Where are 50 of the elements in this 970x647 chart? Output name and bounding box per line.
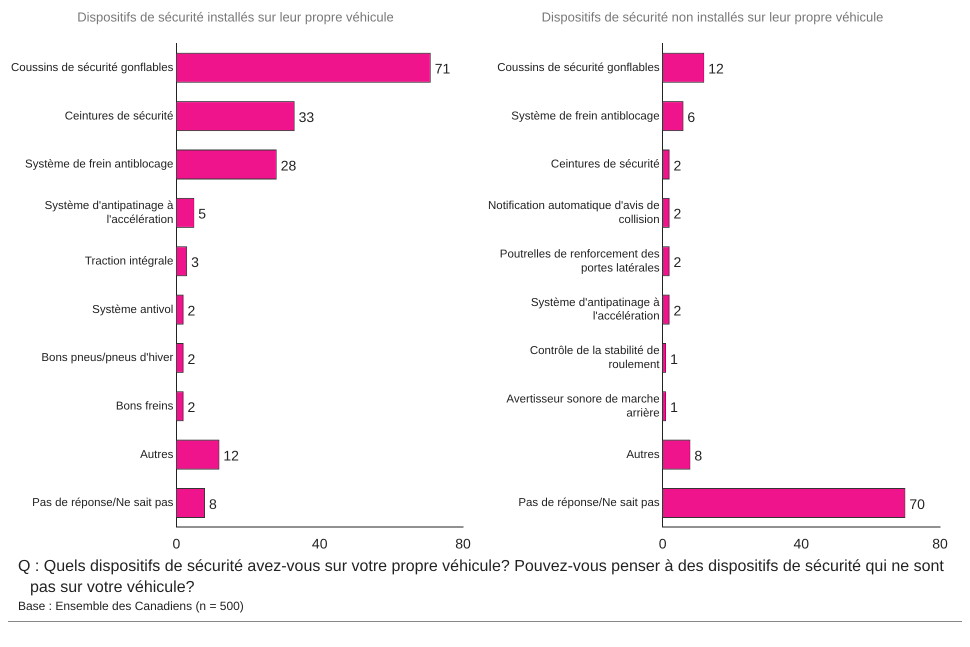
y-tick-label: Système de frein antiblocage xyxy=(511,110,660,122)
data-label: 2 xyxy=(188,302,196,318)
y-tick-label: Notification automatique d'avis de collision xyxy=(488,200,660,226)
data-label: 1 xyxy=(670,399,678,416)
y-tick-label: Autres xyxy=(140,448,174,461)
y-tick-label: Poutrelles de renforcement des portes latérales xyxy=(500,248,660,274)
y-tick-label: Système antivol xyxy=(92,304,174,316)
y-tick-label: Coussins de sécurité gonflables xyxy=(10,62,174,74)
y-tick-label: Coussins de sécurité gonflables xyxy=(497,62,660,74)
data-label: 8 xyxy=(209,496,218,512)
chart-title: Dispositifs de sécurité non installés sur leur propre véhicule xyxy=(542,9,884,24)
y-tick-label: Bons pneus/pneus d'hiver xyxy=(41,352,174,364)
text: Base : Ensemble des Canadiens (n = 500) xyxy=(18,598,245,615)
x-tick-label: 80 xyxy=(932,535,948,552)
text: Q : Quels dispositifs de sécurité avez-vous sur votre propre véhicule? Pouvez-vous penser à des dispositifs de sécurité qui ne sont pas sur votre véhicule? xyxy=(18,557,945,598)
data-label: 2 xyxy=(188,350,196,367)
x-tick-label: 40 xyxy=(794,535,810,552)
data-label: 8 xyxy=(694,448,702,464)
data-label: 2 xyxy=(188,399,196,416)
data-label: 2 xyxy=(674,254,682,270)
chart-title: Dispositifs de sécurité installés sur leur propre véhicule xyxy=(77,9,394,24)
data-label: 12 xyxy=(708,60,724,77)
data-label: 6 xyxy=(687,109,696,125)
data-label: 2 xyxy=(674,157,682,174)
y-tick-label: Contrôle de la stabilité de roulement xyxy=(530,345,660,372)
y-tick-label: Autres xyxy=(626,448,660,461)
y-tick-label: Système d'antipatinage à l'accélération xyxy=(530,296,660,323)
x-tick-label: 0 xyxy=(658,535,667,552)
y-tick-label: Bons freins xyxy=(116,400,174,412)
data-label: 12 xyxy=(223,448,240,464)
y-tick-label: Pas de réponse/Ne sait pas xyxy=(32,497,174,510)
data-label: 70 xyxy=(909,496,926,512)
data-label: 1 xyxy=(670,350,678,367)
y-tick-label: Ceintures de sécurité xyxy=(550,158,660,171)
y-tick-label: Pas de réponse/Ne sait pas xyxy=(518,497,660,510)
data-label: 5 xyxy=(198,206,206,222)
data-label: 3 xyxy=(191,254,200,270)
data-label: 28 xyxy=(280,157,296,174)
data-label: 2 xyxy=(674,302,682,318)
x-tick-label: 40 xyxy=(312,535,328,552)
y-tick-label: Traction intégrale xyxy=(84,255,174,268)
y-tick-label: Avertisseur sonore de marche arrière xyxy=(506,394,660,420)
y-tick-label: Ceintures de sécurité xyxy=(64,110,174,122)
y-tick-label: Système de frein antiblocage xyxy=(25,158,174,171)
x-tick-label: 80 xyxy=(455,535,471,552)
x-tick-label: 0 xyxy=(172,535,180,552)
data-label: 71 xyxy=(434,60,451,77)
data-label: 2 xyxy=(674,206,682,222)
y-tick-label: Système d'antipatinage à l'accélération xyxy=(44,200,174,226)
data-label: 33 xyxy=(298,109,314,125)
